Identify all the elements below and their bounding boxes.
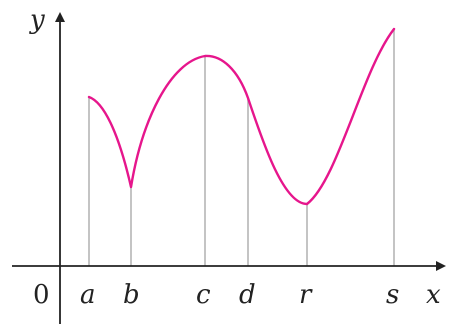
function-curve	[87, 27, 396, 206]
point-label-d: d	[239, 280, 256, 310]
point-label-b: b	[123, 280, 140, 310]
point-label-c: c	[196, 280, 211, 310]
guide-lines	[88, 29, 395, 266]
point-label-a: a	[80, 280, 96, 310]
point-label-s: s	[386, 280, 399, 310]
origin-label: 0	[33, 280, 50, 310]
x-axis-label: x	[426, 280, 441, 310]
point-label-r: r	[299, 280, 313, 310]
y-axis-label: y	[29, 5, 45, 35]
